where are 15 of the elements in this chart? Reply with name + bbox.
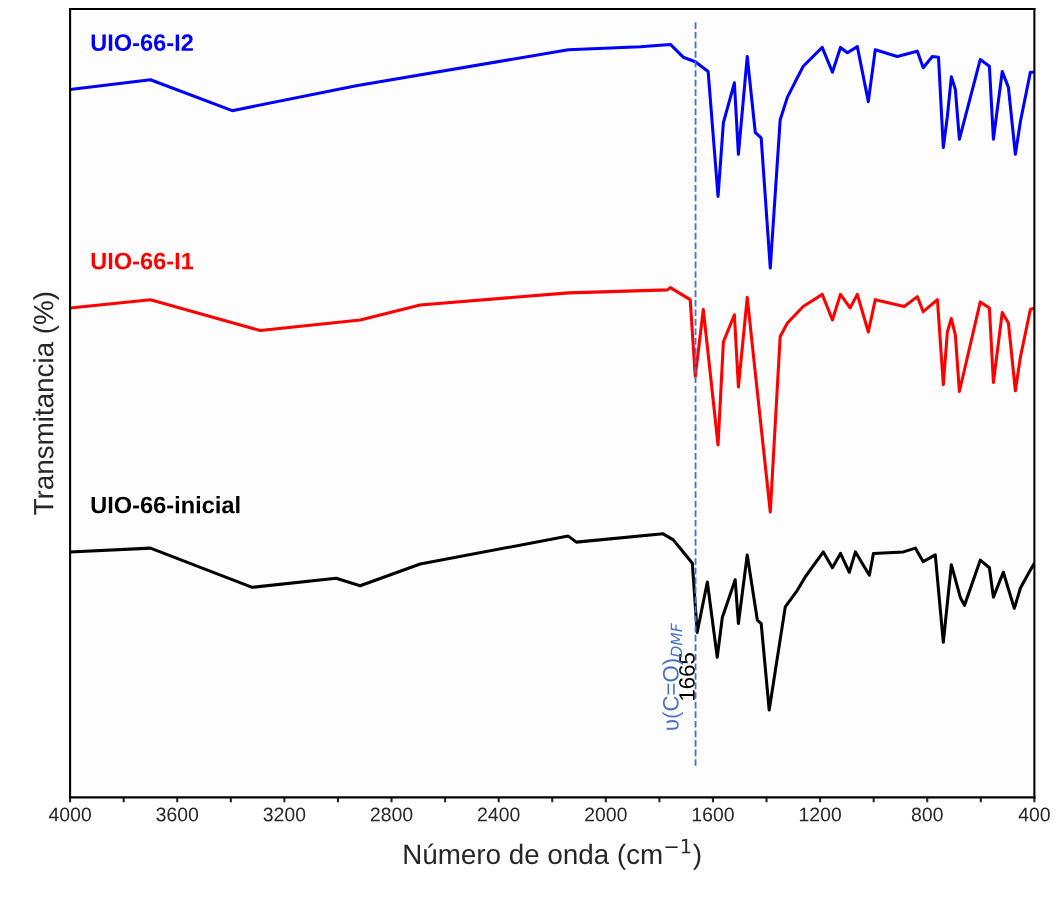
x-tick-label: 1200 xyxy=(799,807,841,822)
x-tick-label: 3200 xyxy=(263,807,306,822)
x-tick-label: 1600 xyxy=(692,807,734,822)
x-axis-title: Número de onda (cm$^{−1}$) xyxy=(404,839,701,870)
x-tick-label: 400 xyxy=(1018,807,1050,822)
x-tick-label: 3600 xyxy=(156,807,199,822)
series-label: UIO-66-I1 xyxy=(91,252,194,270)
series-label: UIO-66-inicial xyxy=(91,496,240,514)
x-tick-label: 2400 xyxy=(478,807,520,822)
series-label: UIO-66-I2 xyxy=(91,34,193,52)
x-tick-label: 4000 xyxy=(48,807,91,822)
x-tick-label: 800 xyxy=(911,807,943,822)
y-axis-title: Transmitancia (%) xyxy=(33,292,59,515)
x-tick-label: 2000 xyxy=(585,807,627,822)
x-tick-label: 2800 xyxy=(370,807,413,822)
